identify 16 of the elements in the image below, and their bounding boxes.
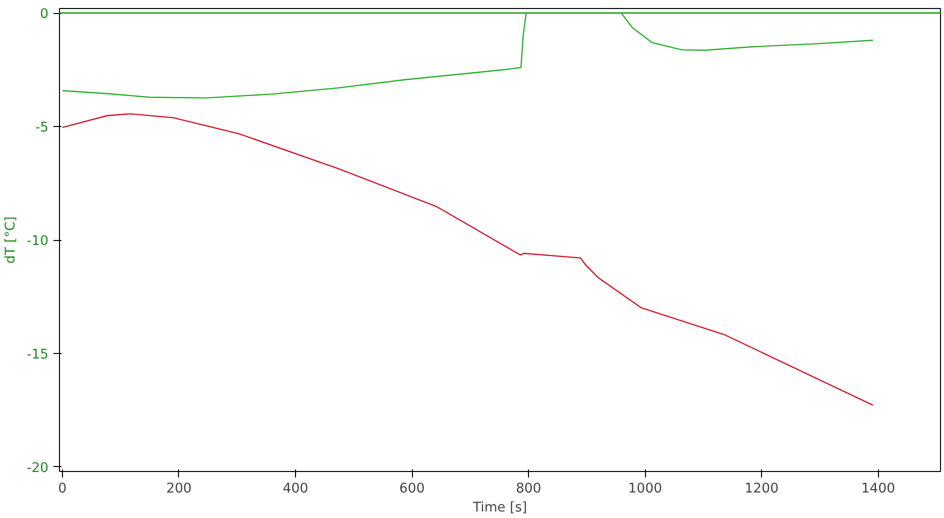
x-tick-label: 1000 — [628, 482, 662, 496]
x-tick-label: 600 — [399, 482, 425, 496]
x-tick-label: 1400 — [861, 482, 896, 496]
y-tick-label: -5 — [35, 120, 49, 136]
x-tick-label: 200 — [166, 482, 192, 496]
y-tick-label: -15 — [26, 347, 49, 362]
x-tick-label: 1200 — [744, 482, 779, 496]
line-series — [62, 113, 874, 406]
y-axis-title: dT [°C] — [4, 216, 19, 264]
y-tick-label: 0 — [40, 7, 49, 22]
y-tick-label: -20 — [26, 460, 49, 476]
x-tick-label: 800 — [516, 482, 542, 496]
y-tick-label: -10 — [26, 234, 49, 249]
x-tick-label: 0 — [58, 482, 67, 496]
x-axis-title: Time [s] — [472, 500, 528, 516]
x-tick-label: 400 — [282, 482, 308, 496]
